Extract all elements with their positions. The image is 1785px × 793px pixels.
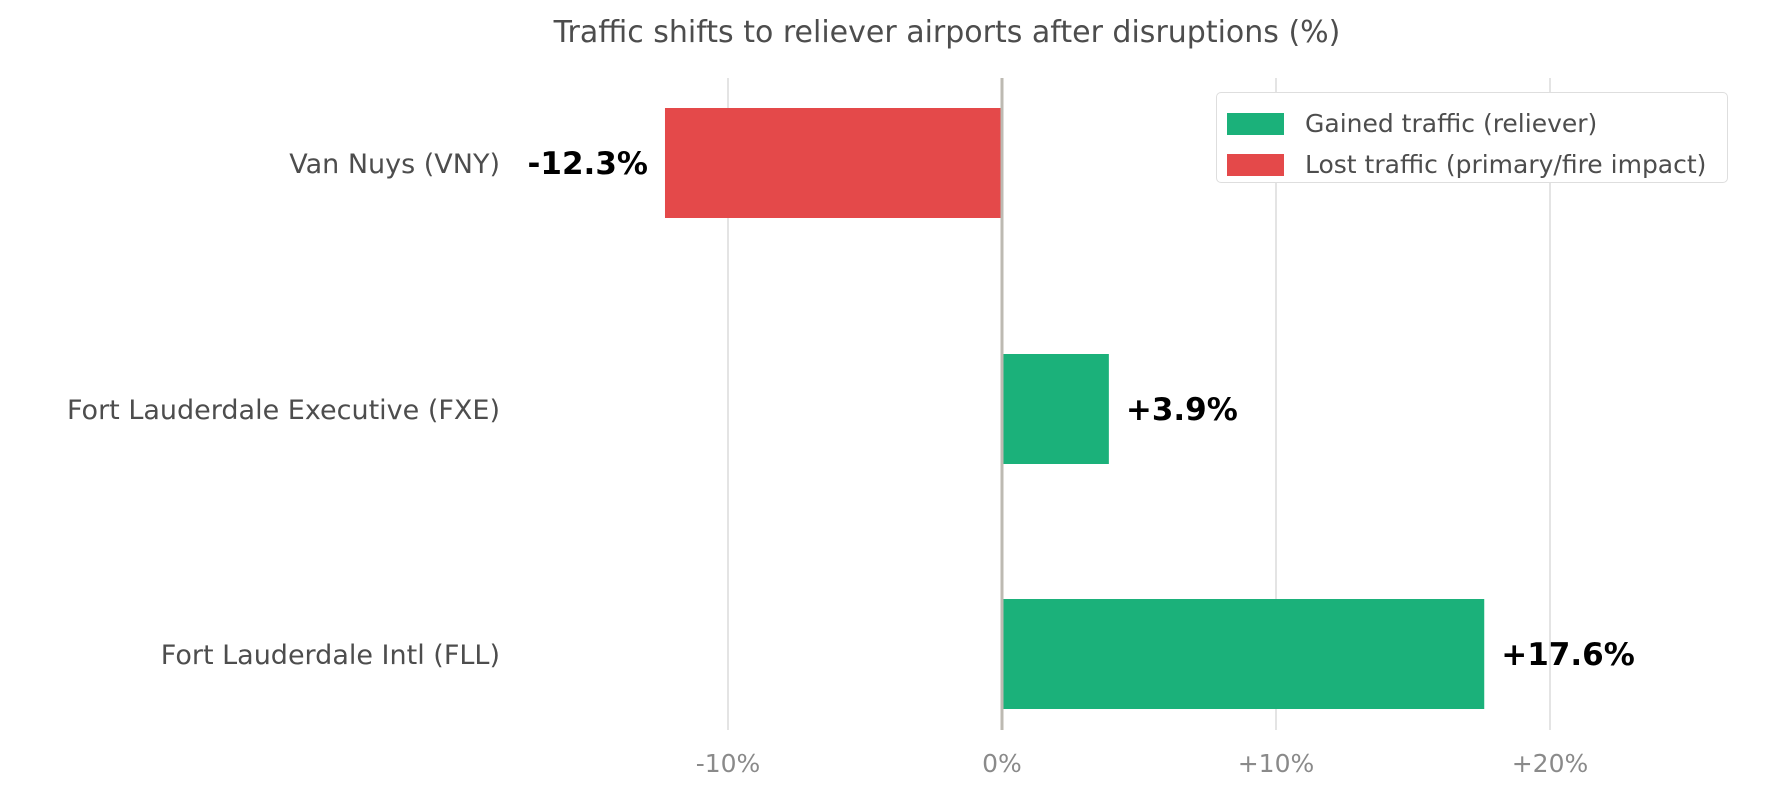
x-tick-label: -10% [696, 749, 761, 778]
x-tick-label: +20% [1512, 749, 1589, 778]
legend-label-gained: Gained traffic (reliever) [1305, 109, 1598, 138]
data-label: +17.6% [1501, 637, 1635, 673]
bar [1002, 599, 1485, 709]
value-labels: -12.3% +3.9% +17.6% [528, 146, 1635, 673]
category-labels: Van Nuys (VNY) Fort Lauderdale Executive … [67, 149, 500, 671]
legend-swatch-gained [1227, 112, 1284, 135]
legend-item-lost: Lost traffic (primary/fire impact) [1227, 144, 1727, 185]
data-label: +3.9% [1126, 392, 1238, 428]
legend-item-gained: Gained traffic (reliever) [1227, 103, 1727, 144]
category-label: Van Nuys (VNY) [289, 149, 500, 180]
x-tick-label: +10% [1238, 749, 1315, 778]
legend: Gained traffic (reliever) Lost traffic (… [1216, 92, 1728, 183]
x-tick-label: 0% [982, 749, 1022, 778]
legend-label-lost: Lost traffic (primary/fire impact) [1305, 150, 1707, 179]
x-axis: -10% 0% +10% +20% [696, 78, 1589, 778]
chart-title: Traffic shifts to reliever airports afte… [553, 15, 1341, 50]
legend-swatch-lost [1227, 153, 1284, 176]
category-label: Fort Lauderdale Intl (FLL) [161, 640, 500, 671]
bar [664, 108, 1002, 218]
bars [664, 108, 1485, 709]
bar [1002, 354, 1109, 464]
category-label: Fort Lauderdale Executive (FXE) [67, 395, 500, 426]
data-label: -12.3% [528, 146, 648, 182]
